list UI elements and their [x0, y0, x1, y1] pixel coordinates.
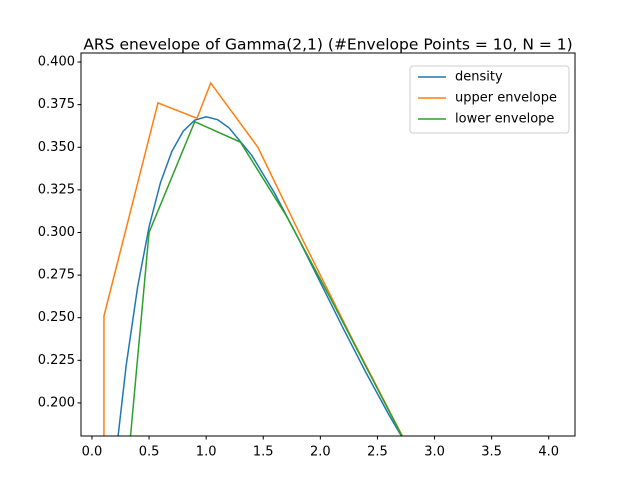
- series-line: [129, 120, 403, 436]
- chart-title: ARS enevelope of Gamma(2,1) (#Envelope P…: [83, 36, 572, 54]
- y-tick-label: 0.250: [38, 310, 75, 325]
- x-tick-label: 3.0: [424, 445, 445, 460]
- y-tick-label: 0.325: [38, 182, 75, 197]
- x-tick-label: 0.5: [139, 445, 160, 460]
- x-tick-label: 2.5: [367, 445, 388, 460]
- legend-label: lower envelope: [455, 112, 554, 127]
- x-tick-label: 3.5: [481, 445, 502, 460]
- series-line: [117, 115, 403, 436]
- series-line: [103, 81, 404, 436]
- x-tick-label: 0.0: [82, 445, 103, 460]
- x-tick-label: 1.0: [196, 445, 217, 460]
- y-tick-label: 0.400: [38, 55, 75, 70]
- y-tick-label: 0.350: [38, 140, 75, 155]
- axes-frame: [80, 52, 576, 437]
- y-tick-label: 0.275: [38, 268, 75, 283]
- y-tick-label: 0.300: [38, 225, 75, 240]
- legend-label: density: [455, 70, 503, 85]
- plot-area: [103, 81, 404, 436]
- x-tick-label: 4.0: [538, 445, 559, 460]
- x-tick-label: 2.0: [310, 445, 331, 460]
- legend-label: upper envelope: [455, 91, 557, 106]
- x-tick-label: 1.5: [253, 445, 274, 460]
- legend-box: [409, 65, 570, 134]
- y-tick-label: 0.225: [38, 353, 75, 368]
- y-tick-label: 0.200: [38, 395, 75, 410]
- y-tick-label: 0.375: [38, 97, 75, 112]
